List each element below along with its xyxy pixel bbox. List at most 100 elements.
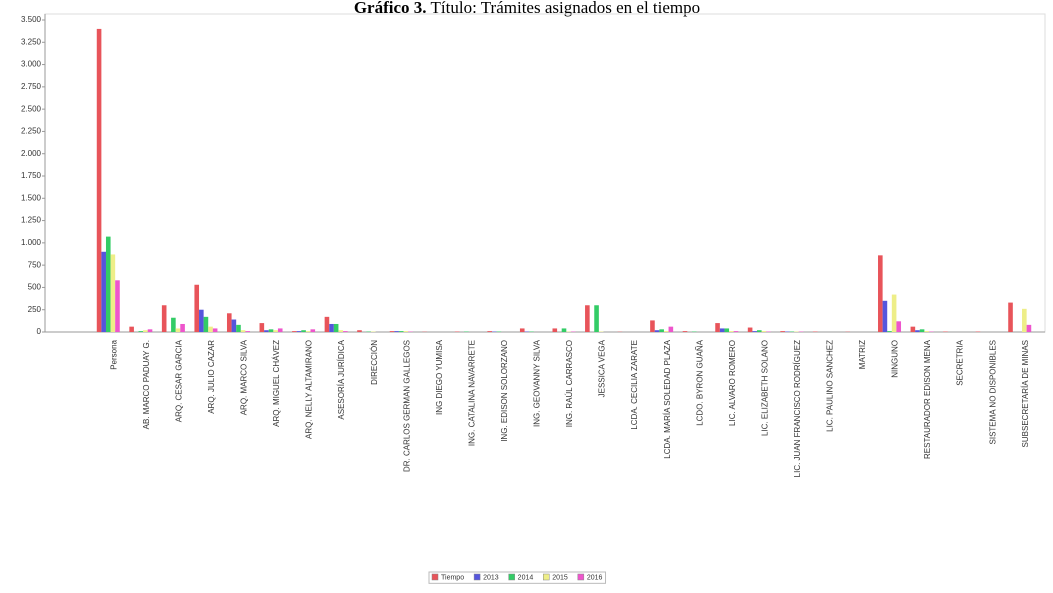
bar	[148, 329, 153, 332]
x-tick-label: Persona	[109, 339, 118, 369]
bar	[655, 330, 660, 332]
bar	[1008, 303, 1013, 332]
bar	[101, 252, 106, 332]
legend-swatch	[578, 574, 584, 580]
bar	[664, 331, 669, 332]
bar	[399, 331, 404, 332]
legend-label: 2014	[518, 574, 534, 581]
legend-swatch	[543, 574, 549, 580]
bar	[273, 330, 278, 332]
bar	[729, 331, 734, 332]
bar	[111, 254, 116, 332]
x-tick-label: LIC. ELIZABETH SOLANO	[760, 340, 769, 436]
bar	[748, 328, 753, 332]
bar	[920, 329, 925, 332]
y-tick-label: 1.750	[21, 171, 42, 180]
legend-swatch	[474, 574, 480, 580]
x-tick-label: LIC. ALVARO ROMERO	[728, 340, 737, 426]
bar	[487, 331, 492, 332]
legend-label: Tiempo	[441, 574, 464, 581]
bar	[129, 327, 134, 332]
bar	[180, 324, 185, 332]
y-tick-label: 2.750	[21, 82, 42, 91]
legend-swatch	[432, 574, 438, 580]
bar	[278, 328, 283, 332]
bar	[892, 295, 897, 332]
x-tick-label: ING. RAÚL CARRASCO	[565, 340, 574, 427]
legend: Tiempo 2013 2014 2015 2016	[429, 572, 606, 583]
bar	[162, 305, 167, 332]
bar	[139, 331, 144, 332]
bar	[208, 327, 213, 332]
bar	[594, 305, 599, 332]
x-tick-label: ASESORÍA JURÍDICA	[337, 339, 346, 419]
x-tick-label: LCDO. BYRON GUAÑA	[695, 339, 704, 425]
bar	[669, 327, 674, 332]
bar	[878, 255, 883, 332]
bar	[334, 324, 339, 332]
x-tick-label: LCDA. CECILIA ZARATE	[630, 340, 639, 430]
bar	[911, 327, 916, 332]
bar	[97, 29, 102, 332]
x-tick-label: AB. MARCO PADUAY G.	[142, 340, 151, 429]
bar	[924, 331, 929, 332]
x-tick-label: ARQ. MARCO SILVA	[240, 339, 249, 415]
bar	[780, 331, 785, 332]
bar	[883, 301, 888, 332]
bar	[115, 280, 120, 332]
bar	[269, 329, 274, 332]
y-tick-label: 3.500	[21, 15, 42, 24]
x-tick-label: ING DIEGO YUMISA	[435, 339, 444, 415]
bar	[241, 330, 246, 332]
bar	[310, 329, 315, 332]
bar	[715, 323, 720, 332]
x-tick-label: LIC. PAULINO SANCHEZ	[826, 340, 835, 432]
x-tick-label: ING. EDISON SOLORZANO	[500, 340, 509, 442]
x-tick-label: RESTAURADOR EDISON MENA	[923, 339, 932, 459]
bar	[553, 328, 558, 332]
bar	[585, 305, 590, 332]
bar	[264, 330, 269, 332]
x-tick-label: JESSICA VEGA	[598, 339, 607, 397]
bar	[329, 324, 334, 332]
bar	[734, 331, 739, 332]
bar	[227, 313, 232, 332]
bar	[204, 317, 209, 332]
bar	[404, 331, 409, 332]
bar	[757, 330, 762, 332]
bar	[562, 328, 567, 332]
bar	[143, 330, 148, 332]
x-tick-label: ARQ. CESAR GARCIA	[174, 339, 183, 422]
x-tick-label: SISTEMA NO DISPONIBLES	[988, 340, 997, 444]
x-tick-label: ING. GEOVANNY SILVA	[533, 339, 542, 427]
bar	[213, 328, 218, 332]
bar	[394, 331, 399, 332]
bar	[1022, 309, 1027, 332]
bar	[106, 237, 111, 332]
bar	[236, 325, 241, 332]
bar	[520, 328, 525, 332]
y-tick-label: 1.250	[21, 216, 42, 225]
y-tick-label: 1.500	[21, 193, 42, 202]
bar	[650, 320, 655, 332]
bar	[390, 331, 395, 332]
x-tick-label: MATRIZ	[858, 340, 867, 369]
x-tick-label: LCDA. MARÍA SOLEDAD PLAZA	[663, 339, 672, 458]
x-tick-label: NINGUNO	[891, 340, 900, 378]
x-tick-label: LIC. JUAN FRANCISCO RODRÍGUEZ	[793, 340, 802, 477]
bar	[724, 328, 729, 332]
bar	[301, 330, 306, 332]
legend-label: 2013	[483, 574, 499, 581]
bar	[260, 323, 265, 332]
bar	[887, 331, 892, 332]
legend-label: 2015	[552, 574, 568, 581]
bar	[915, 330, 920, 332]
bar	[171, 318, 176, 332]
y-tick-label: 0	[37, 327, 42, 336]
bar	[306, 331, 311, 332]
legend-label: 2016	[587, 574, 603, 581]
bar	[752, 331, 757, 332]
x-tick-label: SECRETRIA	[956, 339, 965, 385]
bar	[720, 328, 725, 332]
